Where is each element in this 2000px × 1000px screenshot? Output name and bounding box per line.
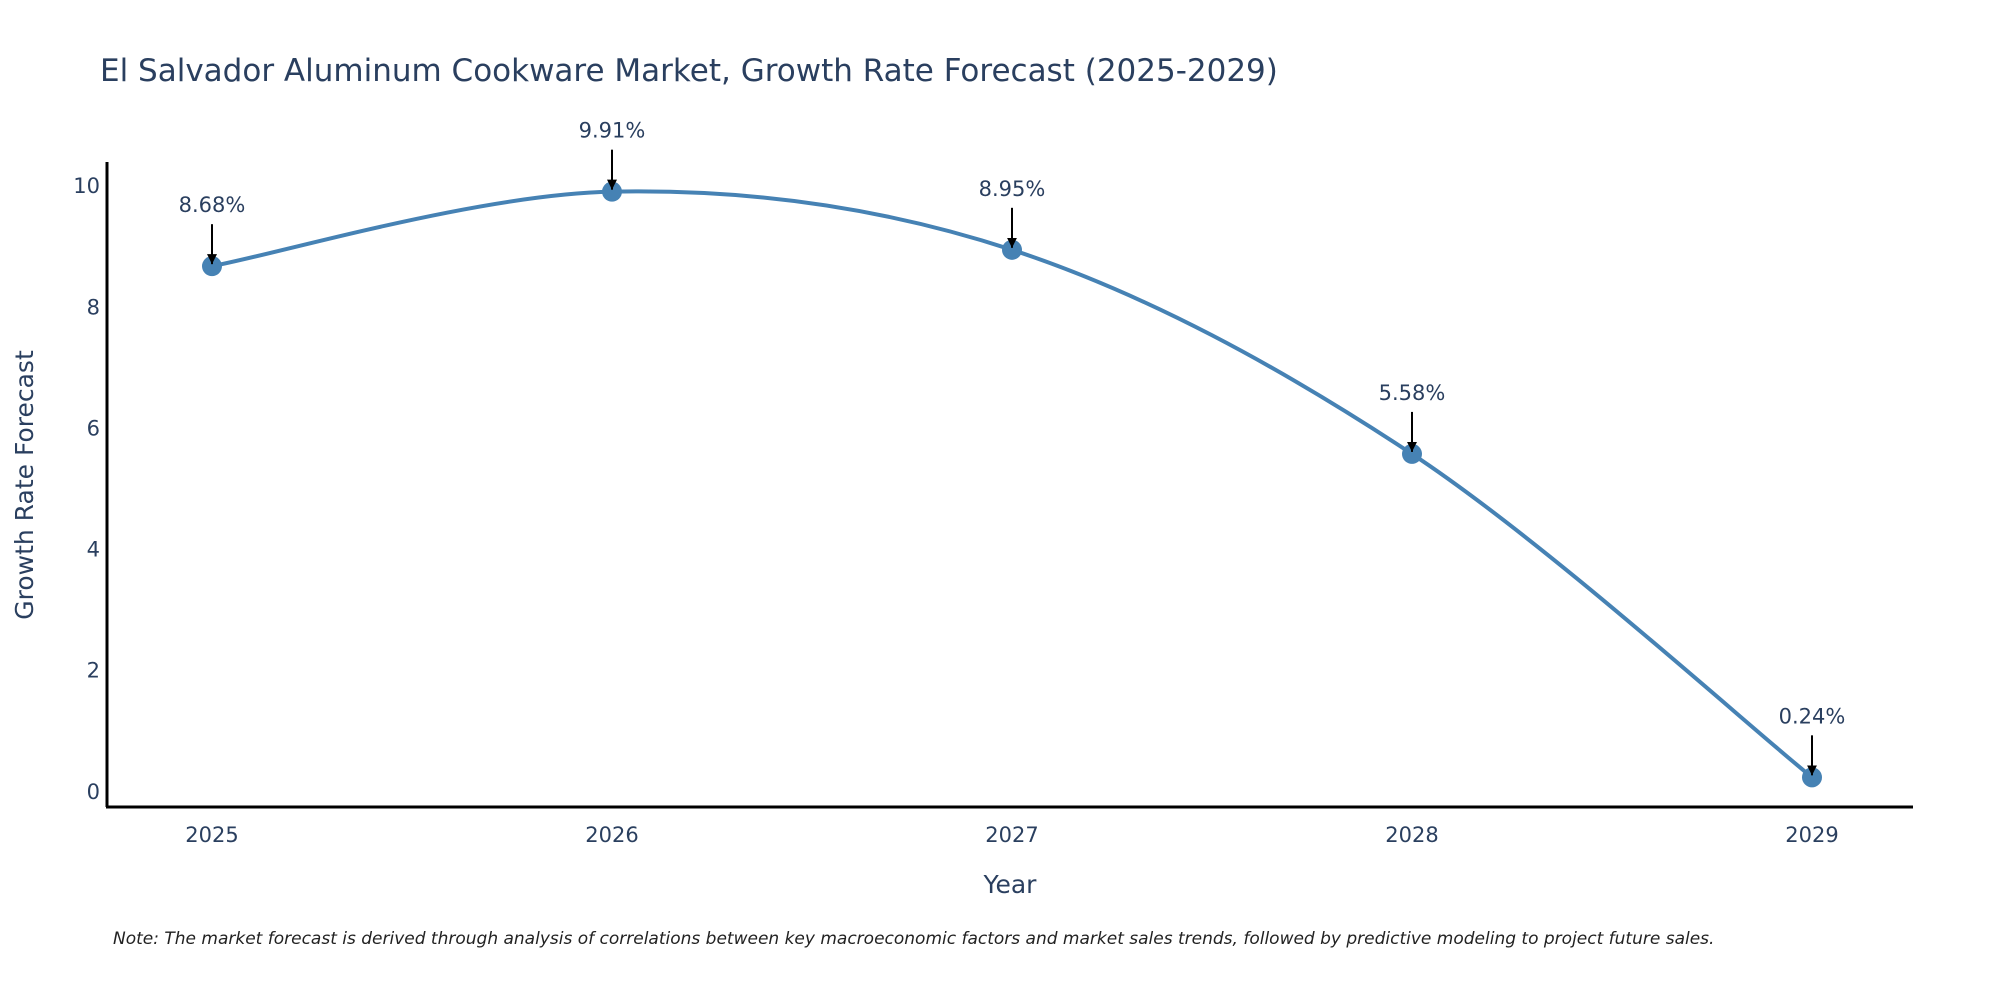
y-axis-title: Growth Rate Forecast <box>10 350 39 620</box>
x-tick-label: 2025 <box>185 823 238 847</box>
x-axis-title: Year <box>983 870 1038 899</box>
y-tick-label: 2 <box>87 659 100 683</box>
y-tick-label: 4 <box>87 538 100 562</box>
x-tick-label: 2026 <box>585 823 638 847</box>
data-label-2029: 0.24% <box>1779 704 1846 728</box>
y-tick-label: 6 <box>87 416 100 440</box>
data-annotations: 8.68% 9.91% 8.95% 5.58% 0.24% <box>179 119 1846 776</box>
y-tick-label: 0 <box>87 780 100 804</box>
growth-rate-line <box>210 189 1814 780</box>
y-tick-label: 10 <box>73 174 100 198</box>
data-points <box>202 181 1822 788</box>
data-label-2028: 5.58% <box>1379 381 1446 405</box>
data-label-2027: 8.95% <box>979 177 1046 201</box>
forecast-note: Note: The market forecast is derived thr… <box>113 929 1714 949</box>
x-tick-labels: 2025 2026 2027 2028 2029 <box>185 823 1838 847</box>
x-tick-label: 2028 <box>1385 823 1438 847</box>
x-tick-label: 2029 <box>1785 823 1838 847</box>
data-label-2026: 9.91% <box>579 119 646 143</box>
x-tick-label: 2027 <box>985 823 1038 847</box>
y-tick-labels: 0 2 4 6 8 10 <box>73 174 100 804</box>
chart-title: El Salvador Aluminum Cookware Market, Gr… <box>100 53 1278 89</box>
data-label-2025: 8.68% <box>179 193 246 217</box>
y-tick-label: 8 <box>87 295 100 319</box>
